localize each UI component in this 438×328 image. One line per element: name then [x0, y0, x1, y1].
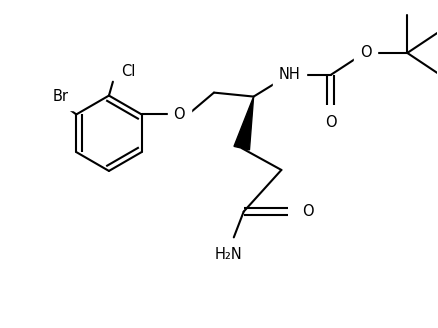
Text: O: O [359, 46, 371, 60]
Polygon shape [233, 96, 253, 150]
Text: O: O [173, 107, 185, 122]
Text: Cl: Cl [120, 64, 135, 79]
Text: H₂N: H₂N [215, 247, 242, 262]
Text: Br: Br [53, 89, 68, 104]
Text: O: O [325, 115, 336, 130]
Text: NH: NH [278, 67, 300, 82]
Text: O: O [302, 204, 313, 219]
